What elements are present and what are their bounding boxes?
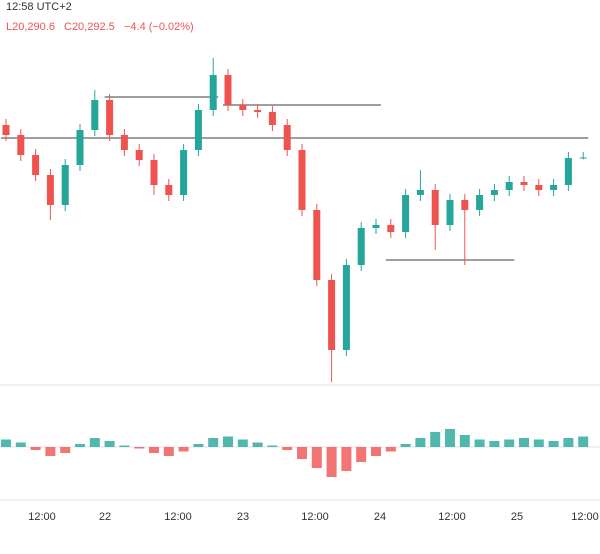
header-change: −4.4 (−0.02%) [124, 21, 194, 33]
macd-bar [459, 435, 470, 447]
candle-body [17, 135, 25, 155]
macd-bar [45, 447, 56, 456]
macd-bar [60, 447, 71, 453]
candle-body [505, 182, 513, 190]
macd-bar [282, 447, 293, 450]
header-close: C20,292.5 [64, 21, 115, 33]
candle-body [61, 165, 69, 205]
candle-body [431, 190, 439, 225]
candle-body [298, 150, 306, 210]
macd-bar [415, 438, 426, 447]
macd-bar [445, 429, 455, 447]
candle-body [165, 185, 173, 195]
candle-body [209, 75, 217, 110]
macd-bar [223, 436, 233, 447]
x-tick-label: 23 [237, 511, 249, 523]
candle-body [520, 182, 528, 185]
header-low: L20,290.6 [6, 21, 55, 33]
x-tick-label: 22 [99, 511, 111, 523]
candle-body [106, 100, 114, 135]
macd-bar [208, 438, 219, 447]
candle-body [194, 110, 202, 150]
candle-body [416, 190, 424, 195]
macd-bar [30, 447, 41, 450]
candle-body [564, 158, 572, 185]
candle-body [135, 150, 143, 160]
candle-body [150, 160, 158, 185]
macd-bar [75, 444, 85, 447]
candle-body [239, 105, 247, 110]
macd-bar [430, 432, 441, 447]
macd-bar [341, 447, 352, 471]
x-tick-label: 12:00 [301, 511, 329, 523]
candle-body [46, 175, 54, 205]
candle-body [2, 125, 10, 135]
macd-bar [489, 441, 500, 447]
macd-bar [163, 447, 174, 456]
macd-bar [519, 438, 529, 447]
x-tick-label: 24 [374, 511, 386, 523]
macd-bar [371, 447, 381, 456]
macd-bar [119, 445, 130, 447]
macd-bar [252, 442, 263, 447]
candle-body [254, 110, 262, 112]
candle-body [180, 150, 188, 195]
macd-bar [326, 447, 337, 477]
candle-body [461, 200, 469, 210]
macd-bar [1, 439, 11, 447]
x-tick-label: 12:00 [438, 511, 466, 523]
candle-body [120, 135, 128, 150]
candle-body [328, 280, 336, 350]
candle-body [91, 100, 99, 130]
macd-bar [563, 438, 574, 447]
candle-body [535, 185, 543, 190]
macd-bar [548, 441, 559, 447]
candle-body [357, 228, 365, 265]
header-time: 12:58 UTC+2 [6, 1, 72, 13]
macd-bar [149, 447, 159, 453]
candle-body [283, 125, 291, 150]
x-tick-label: 12:00 [571, 511, 599, 523]
macd-bar [504, 439, 515, 447]
macd-bar [578, 436, 589, 447]
macd-bar [533, 439, 544, 447]
macd-bar [237, 439, 248, 447]
x-tick-label: 25 [511, 511, 523, 523]
candle-body [476, 195, 484, 210]
candle-body [550, 185, 558, 190]
macd-bar [134, 447, 145, 449]
macd-bar [385, 447, 396, 452]
macd-bar [89, 438, 100, 447]
x-tick-label: 12:00 [28, 511, 56, 523]
candle-body [579, 157, 587, 159]
candle-body [387, 225, 395, 232]
candle-body [32, 155, 40, 175]
macd-bar [15, 442, 26, 447]
candle-body [372, 225, 380, 228]
x-tick-label: 12:00 [164, 511, 192, 523]
macd-bar [267, 445, 278, 447]
candle-body [402, 195, 410, 232]
macd-bar [356, 447, 367, 462]
candle-body [342, 265, 350, 350]
macd-bar [104, 441, 115, 447]
candle-body [446, 200, 454, 225]
macd-bar [311, 447, 322, 468]
candle-body [313, 210, 321, 280]
candle-body [76, 130, 84, 165]
macd-bar [297, 447, 307, 459]
macd-bar [474, 439, 485, 447]
candle-body [224, 75, 232, 105]
macd-bar [400, 444, 411, 447]
macd-bar [178, 447, 189, 452]
macd-bar [193, 444, 204, 447]
candle-body [268, 112, 276, 125]
candle-body [490, 190, 498, 195]
